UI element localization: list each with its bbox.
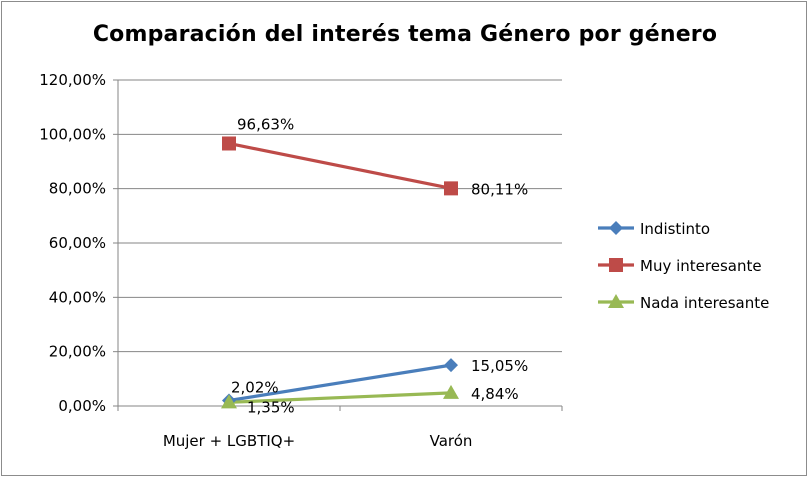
y-tick-label: 40,00% (49, 288, 106, 306)
series-line-nada-interesante (228, 391, 452, 404)
data-point (221, 394, 237, 409)
y-tick-label: 0,00% (58, 397, 106, 415)
legend-label: Nada interesante (640, 294, 769, 312)
x-tick-label: Mujer + LGBTIQ+ (163, 432, 295, 450)
data-label: 4,84% (471, 385, 519, 403)
data-label: 80,11% (471, 180, 528, 198)
series-line-indistinto (228, 363, 452, 403)
x-tick-label: Varón (430, 432, 473, 450)
series-line-muy-interesante (228, 141, 452, 190)
y-tick-label: 60,00% (49, 234, 106, 252)
legend-marker (609, 221, 623, 235)
y-tick-label: 80,00% (49, 180, 106, 198)
data-point (443, 384, 459, 399)
legend-marker (608, 294, 624, 308)
y-tick-label: 120,00% (39, 71, 106, 89)
data-point (444, 358, 458, 373)
legend-marker (609, 258, 623, 272)
legend-label: Indistinto (640, 220, 710, 238)
legend-label: Muy interesante (640, 257, 762, 275)
y-tick-label: 20,00% (49, 343, 106, 361)
data-label: 1,35% (247, 398, 295, 416)
data-label: 2,02% (231, 379, 279, 397)
data-label: 15,05% (471, 357, 528, 375)
y-tick-label: 100,00% (39, 125, 106, 143)
data-label: 96,63% (237, 115, 294, 133)
data-point (444, 181, 458, 196)
chart-title: Comparación del interés tema Género por … (92, 22, 718, 47)
data-point (222, 136, 236, 151)
